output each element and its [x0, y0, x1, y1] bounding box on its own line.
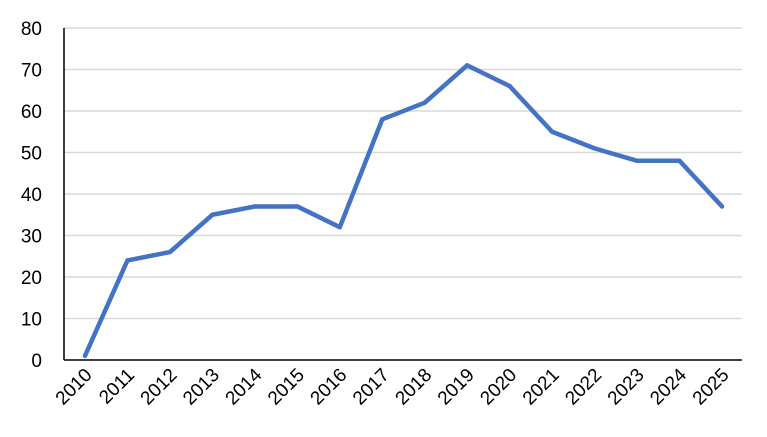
y-tick-label: 0 [31, 351, 42, 372]
x-tick-label: 2017 [349, 365, 394, 410]
data-point [422, 100, 427, 105]
data-point [592, 146, 597, 151]
x-tick-label: 2012 [137, 365, 182, 410]
y-tick-label: 10 [21, 310, 42, 331]
x-tick-label: 2020 [476, 365, 521, 410]
data-point [210, 212, 215, 217]
x-tick-label: 2023 [604, 365, 649, 410]
data-point [167, 249, 173, 255]
data-point [295, 204, 300, 209]
data-point [719, 204, 725, 209]
x-tick-label: 2016 [307, 365, 352, 410]
data-point [465, 63, 470, 68]
y-tick-label: 20 [21, 268, 42, 289]
data-point [507, 83, 512, 89]
x-tick-label: 2024 [646, 364, 691, 409]
y-tick-label: 50 [21, 144, 42, 165]
x-tick-label: 2011 [95, 365, 139, 409]
data-point [634, 158, 640, 163]
data-point [82, 353, 88, 359]
y-tick-label: 70 [21, 61, 42, 82]
y-tick-label: 40 [21, 185, 42, 206]
x-tick-label: 2010 [52, 365, 97, 410]
x-tick-label: 2021 [519, 365, 564, 410]
x-tick-label: 2014 [222, 364, 267, 409]
x-tick-label: 2018 [392, 365, 437, 410]
data-point [337, 225, 342, 230]
x-tick-label: 2015 [264, 365, 309, 410]
data-point [380, 117, 385, 122]
data-point [125, 258, 130, 263]
data-point [549, 129, 555, 134]
x-tick-label: 2025 [689, 365, 734, 410]
x-tick-label: 2019 [434, 365, 479, 410]
data-point [252, 204, 258, 209]
y-tick-label: 60 [21, 102, 42, 123]
y-tick-label: 30 [21, 227, 42, 248]
series-line [82, 63, 725, 359]
data-point [677, 158, 682, 163]
y-tick-label: 80 [21, 19, 42, 40]
x-tick-label: 2022 [561, 365, 606, 410]
x-tick-label: 2013 [179, 365, 224, 410]
